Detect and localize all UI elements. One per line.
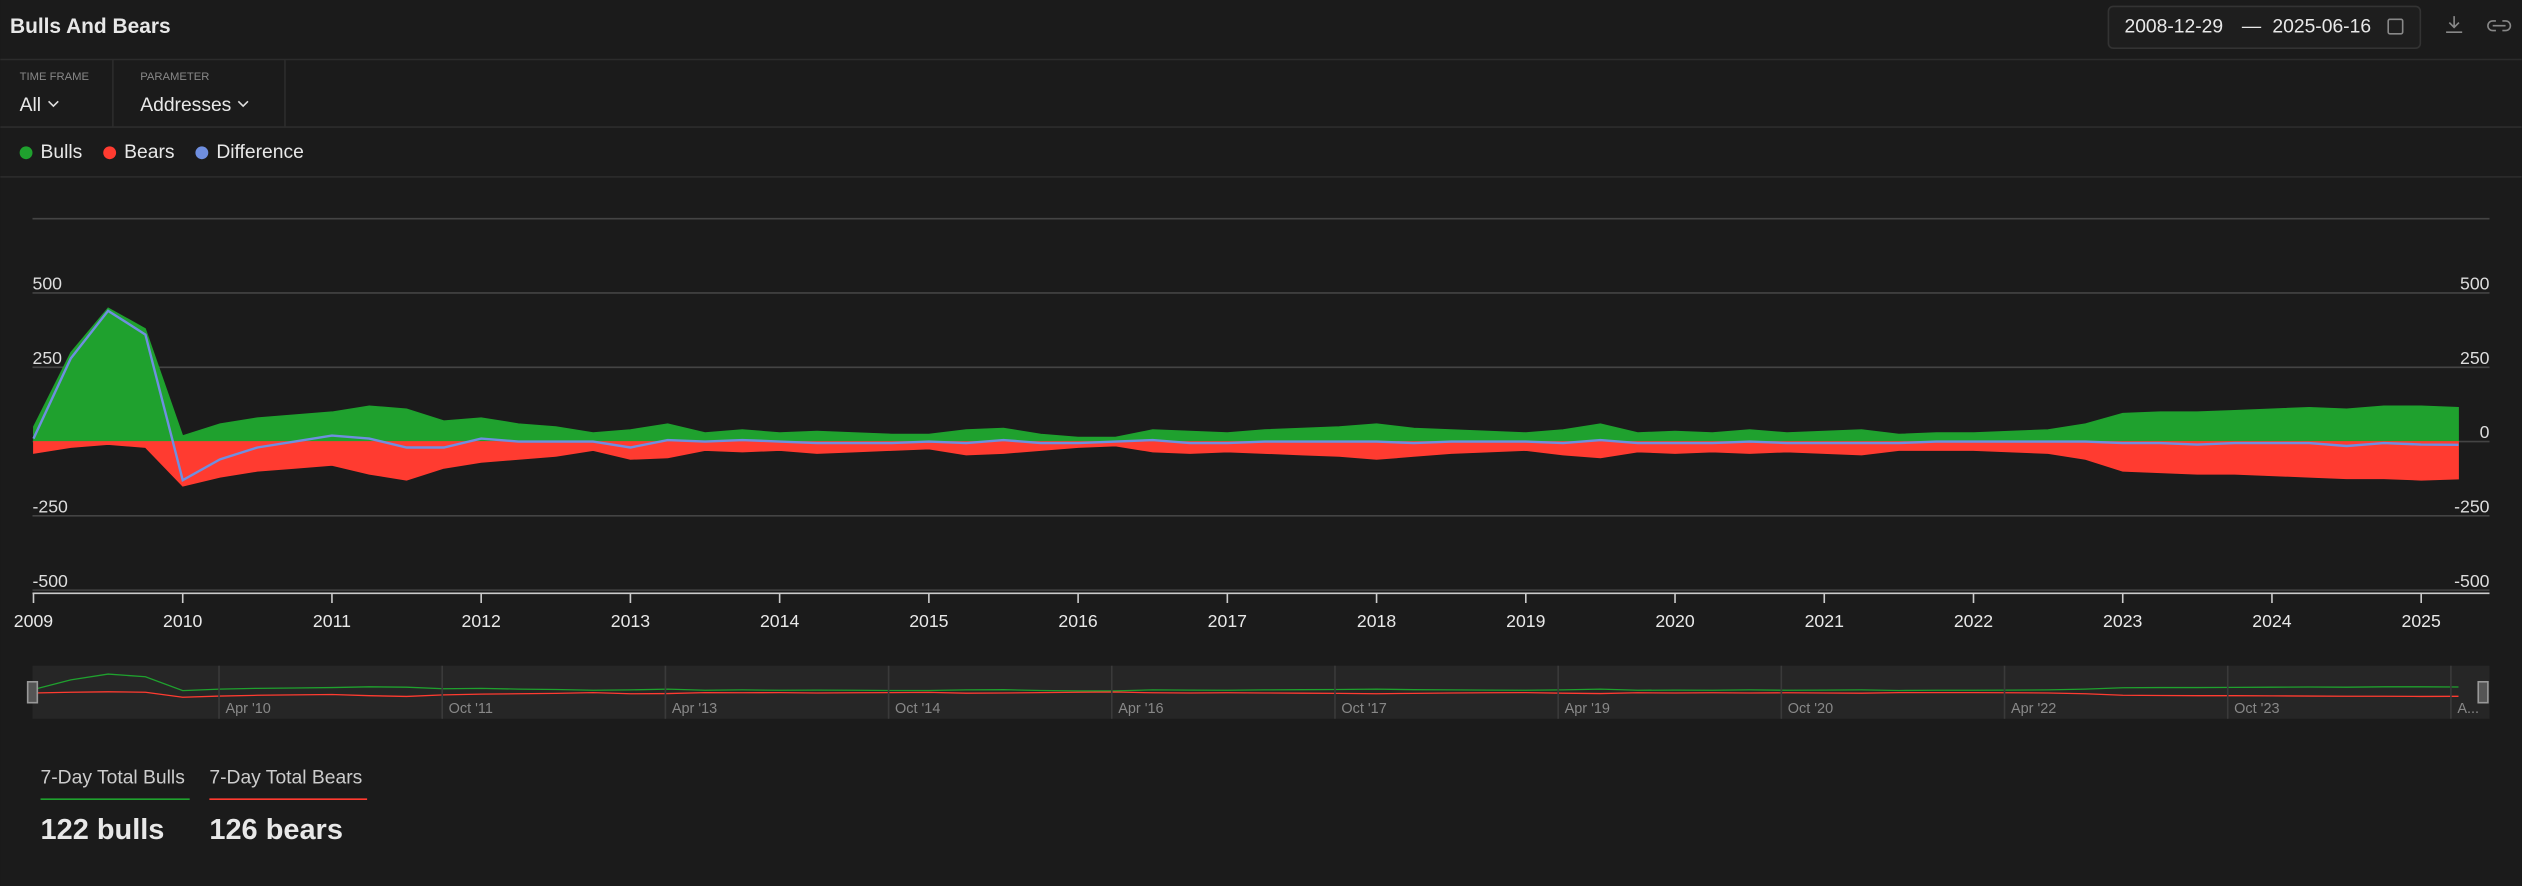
download-icon[interactable] (2446, 16, 2463, 33)
x-tick-label: 2013 (611, 611, 650, 631)
navigator-handle[interactable] (26, 680, 39, 704)
x-tick-label: 2025 (2402, 611, 2441, 631)
x-tick-label: 2014 (760, 611, 799, 631)
start-date: 2008-12-29 (2124, 16, 2223, 37)
control-label: PARAMETER (140, 71, 209, 83)
y-tick-label: -500 (32, 571, 68, 591)
legend-marker (19, 146, 33, 160)
x-tick-label: 2019 (1506, 611, 1545, 631)
stat-value: 122 bulls (41, 814, 165, 846)
x-tick-label: 2018 (1357, 611, 1396, 631)
control-value[interactable]: Addresses (140, 95, 231, 116)
control-label: TIME FRAME (20, 71, 90, 83)
navigator-label: Oct '23 (2234, 701, 2279, 717)
x-tick-label: 2024 (2252, 611, 2291, 631)
navigator-line (33, 691, 2459, 698)
x-tick-label: 2009 (14, 611, 53, 631)
date-range[interactable] (2107, 5, 2422, 50)
navigator-label: Oct '20 (1788, 701, 1833, 717)
legend: Bulls Bears Difference (19, 142, 304, 163)
y2-tick-label: 250 (2460, 348, 2490, 368)
navigator-label: Oct '17 (1341, 701, 1386, 717)
y2-tick-label: 500 (2460, 274, 2490, 294)
x-tick-label: 2022 (1954, 611, 1993, 631)
x-tick-label: 2016 (1058, 611, 1097, 631)
navigator-label: Apr '22 (2011, 701, 2056, 717)
y2-tick-label: 0 (2480, 422, 2490, 442)
title: Bulls And Bears (10, 15, 171, 38)
x-tick-label: 2021 (1805, 611, 1844, 631)
control-value[interactable]: All (20, 95, 41, 116)
x-tick-label: 2010 (163, 611, 202, 631)
stat-value: 126 bears (209, 814, 343, 846)
navigator-content: Apr '10 Oct '11 Apr '13 Oct '14 Apr '16 Oct '… (33, 665, 2479, 719)
area (33, 307, 2459, 442)
calendar-icon[interactable] (2387, 18, 2404, 35)
area (33, 441, 2459, 487)
x-tick-label: 2012 (462, 611, 501, 631)
stat-label: 7-Day Total Bears (209, 767, 362, 788)
navigator-line (33, 673, 2459, 692)
chevron (48, 100, 59, 108)
x-tick-label: 2015 (909, 611, 948, 631)
stats: 7-Day Total Bulls 122 bulls 7-Day Total Be… (40, 767, 368, 846)
legend-label: Bulls (41, 142, 83, 163)
legend-label: Bears (124, 142, 174, 163)
navigator-label: Apr '16 (1118, 701, 1163, 717)
y-tick-label: 500 (32, 274, 62, 294)
y-tick-label: 250 (32, 348, 62, 368)
legend-marker (103, 146, 117, 160)
navigator-label: Apr '19 (1565, 701, 1610, 717)
end-date: 2025-06-16 (2272, 16, 2371, 37)
date-separator: — (2242, 16, 2262, 37)
legend-label: Difference (216, 142, 304, 163)
x-tick-label: 2020 (1655, 611, 1694, 631)
legend-marker (195, 146, 209, 160)
navigator-label: Apr '13 (672, 701, 717, 717)
navigator-label: A... (2457, 701, 2479, 717)
plot: -500-500-250-250002502505005002009201020… (14, 217, 2490, 631)
navigator-label: Apr '10 (225, 701, 270, 717)
x-tick-label: 2017 (1208, 611, 1247, 631)
navigator-handle[interactable] (2477, 680, 2489, 704)
navigator-label: Oct '11 (449, 701, 493, 717)
stat-label: 7-Day Total Bulls (41, 767, 185, 788)
y2-tick-label: -250 (2454, 496, 2490, 516)
navigator[interactable] (32, 665, 2490, 719)
line (32, 309, 2459, 482)
link-icon[interactable] (2487, 20, 2512, 32)
navigator-label: Oct '14 (895, 701, 940, 717)
chevron (237, 100, 249, 108)
x-tick-label: 2011 (313, 611, 351, 631)
y-tick-label: -250 (32, 496, 68, 516)
x-tick-label: 2023 (2103, 611, 2142, 631)
y2-tick-label: -500 (2454, 571, 2490, 591)
